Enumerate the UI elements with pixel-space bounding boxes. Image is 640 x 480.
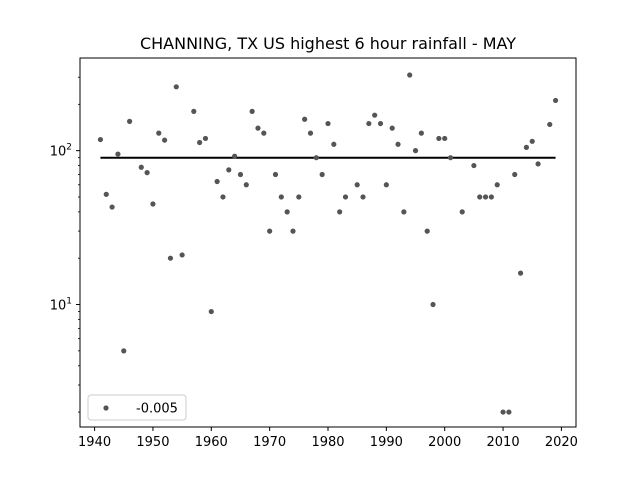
legend-marker (103, 405, 109, 411)
plot-area (97, 72, 559, 415)
data-point (337, 209, 343, 215)
data-point (173, 84, 179, 90)
data-point (372, 112, 378, 118)
data-point (296, 194, 302, 200)
x-tick-label: 2020 (545, 435, 578, 450)
data-point (412, 148, 419, 154)
data-point (442, 135, 448, 142)
data-point (109, 204, 115, 210)
data-point (220, 194, 226, 200)
data-point (482, 194, 489, 200)
data-point (302, 116, 308, 122)
data-point (232, 153, 238, 159)
data-point (127, 118, 133, 124)
data-point (447, 155, 454, 161)
data-point (307, 130, 314, 136)
x-tick-label: 1960 (195, 435, 228, 450)
data-point (290, 228, 296, 234)
data-point (523, 144, 530, 150)
data-point (179, 252, 185, 258)
data-point (313, 155, 319, 161)
data-point (424, 228, 430, 234)
data-point (342, 194, 349, 200)
x-tick-label: 1940 (78, 435, 111, 450)
data-point (407, 72, 413, 78)
data-point (360, 194, 366, 200)
x-tick-label: 1970 (253, 435, 286, 450)
data-point (430, 301, 436, 308)
data-point (162, 137, 168, 143)
data-point (494, 182, 500, 188)
x-tick-label: 2000 (428, 435, 461, 450)
data-point (512, 171, 518, 178)
data-point (284, 209, 290, 215)
data-point (436, 135, 442, 142)
data-point (477, 194, 483, 200)
data-point (226, 167, 232, 173)
x-tick-label: 2010 (487, 435, 520, 450)
data-point (377, 120, 384, 127)
chart-title: CHANNING, TX US highest 6 hour rainfall … (140, 34, 516, 53)
data-point (261, 130, 267, 136)
data-point (500, 409, 506, 415)
data-point (243, 182, 249, 188)
data-point (97, 136, 104, 143)
data-point (383, 182, 389, 188)
plot-frame (79, 57, 577, 428)
data-point (214, 178, 220, 185)
data-point (267, 228, 273, 234)
data-point (278, 194, 284, 200)
data-point (255, 125, 261, 131)
data-point (144, 170, 150, 176)
y-tick-label: 101 (50, 297, 72, 314)
data-point (138, 164, 144, 170)
data-point (319, 171, 325, 178)
data-point (488, 194, 494, 200)
data-point (517, 270, 524, 276)
data-point (471, 162, 477, 169)
data-point (237, 171, 244, 178)
data-point (115, 151, 121, 157)
x-tick-label: 1980 (311, 435, 344, 450)
x-tick-label: 1990 (370, 435, 403, 450)
legend: -0.005 (87, 394, 187, 421)
data-point (389, 125, 395, 131)
data-point (202, 135, 209, 142)
data-point (552, 97, 559, 104)
data-point (272, 171, 279, 178)
data-point (529, 138, 535, 144)
legend-label: -0.005 (136, 402, 178, 417)
data-point (395, 141, 401, 147)
axes: 1940 1950 1960 1970 1980 1990 2000 2010 2020 101 1… (50, 76, 578, 450)
data-point (197, 139, 203, 146)
x-tick-label: 1950 (136, 435, 169, 450)
data-point (366, 120, 372, 127)
legend-box (87, 394, 187, 421)
data-point (150, 201, 156, 207)
data-point (249, 108, 255, 114)
data-point (459, 209, 465, 215)
data-point (103, 191, 109, 197)
data-point (191, 108, 197, 114)
data-point (354, 182, 360, 188)
data-point (506, 409, 512, 415)
data-point (325, 120, 331, 127)
data-point (418, 130, 424, 136)
data-point (208, 308, 214, 315)
data-point (331, 141, 337, 147)
data-point (156, 130, 162, 136)
data-point (401, 209, 407, 215)
data-point (535, 161, 541, 167)
y-tick-label: 102 (50, 143, 72, 160)
data-point (167, 255, 174, 261)
data-point (121, 348, 127, 354)
data-point (547, 121, 553, 128)
